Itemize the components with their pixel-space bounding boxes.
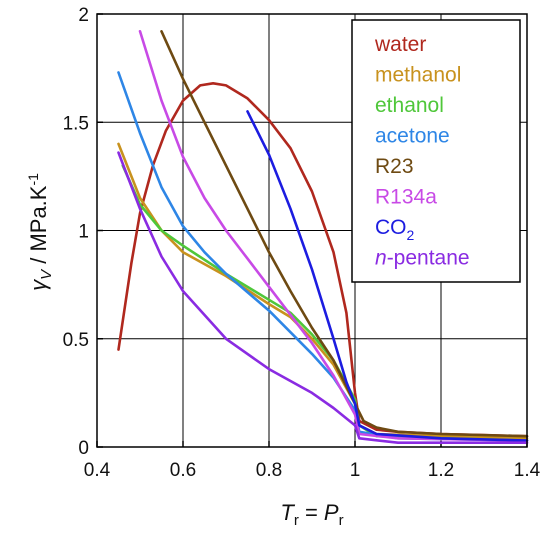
- legend-entry: water: [374, 33, 426, 56]
- x-tick-labels: 0.4 0.6 0.8 1 1.2 1.4: [84, 460, 541, 481]
- series-group: [117, 30, 529, 444]
- series-line-r134a: [138, 30, 529, 442]
- plot-frame: [96, 13, 528, 448]
- x-tick-label: 1: [350, 460, 361, 481]
- legend-entry: ethanol: [375, 94, 444, 117]
- y-tick-labels: 0 0.5 1 1.5 2: [63, 5, 89, 459]
- legend-entry: acetone: [375, 125, 450, 148]
- legend-box: [351, 19, 521, 283]
- x-tick-label: 0.6: [170, 460, 196, 481]
- series-line-n-pentane: [117, 151, 529, 444]
- y-tick-label: 2: [78, 5, 89, 26]
- y-tick-label: 0: [78, 438, 89, 459]
- x-tick-label: 1.2: [428, 460, 454, 481]
- legend-entry: CO2: [375, 216, 415, 243]
- y-tick-label: 1: [78, 222, 89, 243]
- y-axis-label: γV / MPa.K-1: [25, 173, 55, 291]
- series-line-r23: [160, 30, 529, 438]
- legend-entry: methanol: [375, 64, 461, 87]
- legend-entry: n-pentane: [375, 247, 470, 270]
- x-tick-label: 1.4: [514, 460, 541, 481]
- x-tick-label: 0.4: [84, 460, 111, 481]
- legend-entry: R134a: [375, 186, 437, 209]
- legend: water methanol ethanol acetone R23 R134a CO2 n-…: [374, 33, 470, 270]
- y-tick-label: 1.5: [63, 113, 89, 134]
- x-tick-label: 0.8: [256, 460, 282, 481]
- x-axis-label: Tr = Pr: [280, 500, 343, 529]
- series-line-co2: [246, 110, 529, 442]
- legend-entry: R23: [375, 155, 414, 178]
- y-tick-label: 0.5: [63, 330, 89, 351]
